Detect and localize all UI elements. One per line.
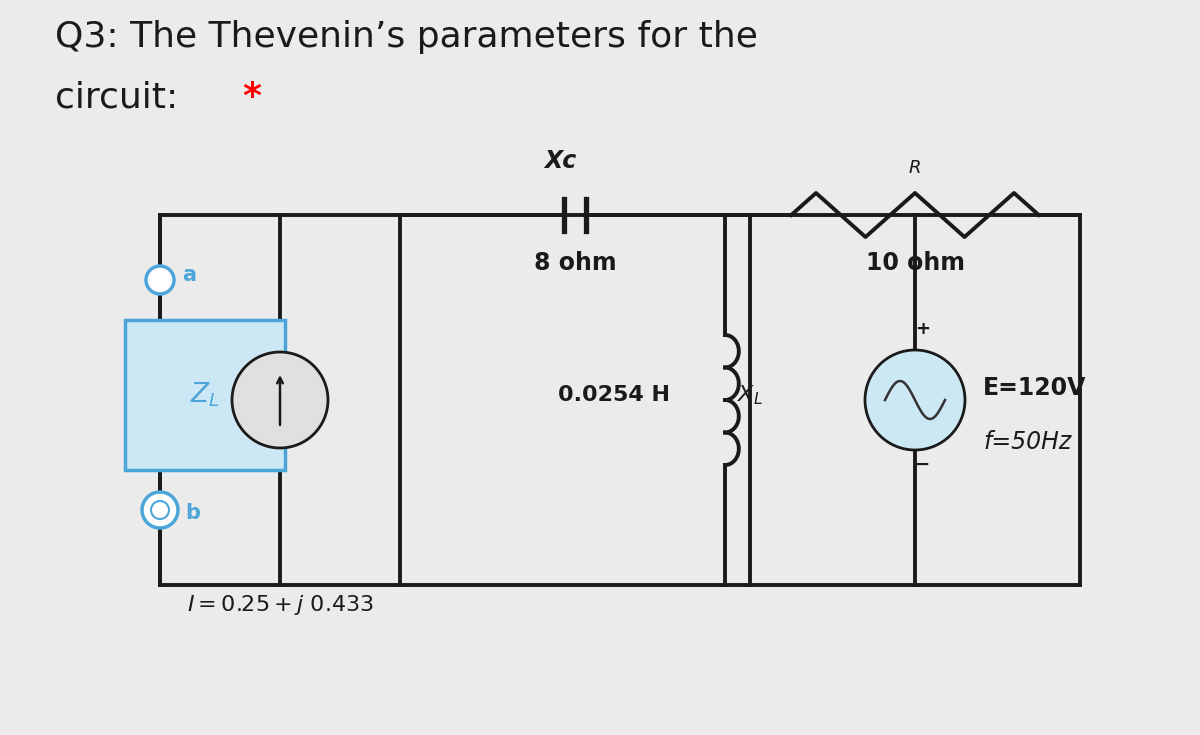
Text: b: b	[185, 503, 200, 523]
Circle shape	[232, 352, 328, 448]
Text: Xc: Xc	[544, 149, 576, 173]
Text: +: +	[916, 320, 930, 338]
Text: −: −	[914, 455, 931, 474]
Circle shape	[865, 350, 965, 450]
Text: a: a	[182, 265, 196, 285]
Circle shape	[142, 492, 178, 528]
Text: *: *	[242, 80, 262, 114]
Text: 0.0254 H: 0.0254 H	[558, 385, 670, 405]
Text: E=120V: E=120V	[983, 376, 1086, 400]
Text: 10 ohm: 10 ohm	[865, 251, 965, 275]
Text: $I=0.25+j\ 0.433$: $I=0.25+j\ 0.433$	[187, 593, 373, 617]
Circle shape	[146, 266, 174, 294]
Text: $Z_L$: $Z_L$	[190, 381, 220, 409]
Text: R: R	[908, 159, 922, 177]
Circle shape	[151, 501, 169, 519]
Text: 8 ohm: 8 ohm	[534, 251, 617, 275]
Text: Q3: The Thevenin’s parameters for the: Q3: The Thevenin’s parameters for the	[55, 20, 758, 54]
Text: $X_L$: $X_L$	[737, 383, 763, 406]
FancyBboxPatch shape	[125, 320, 286, 470]
Text: f=50Hz: f=50Hz	[983, 430, 1072, 454]
Text: circuit:: circuit:	[55, 80, 190, 114]
